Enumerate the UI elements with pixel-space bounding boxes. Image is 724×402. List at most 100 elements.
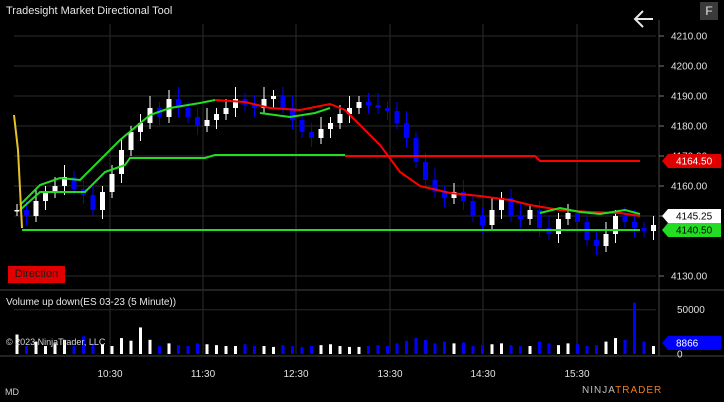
volume-bar [15,334,19,354]
candle-body [518,216,523,219]
candle-body [252,105,257,108]
price-badge-label: 4164.50 [676,157,713,168]
volume-bar [281,345,285,354]
price-badge-label: 4140.50 [676,226,713,237]
green-trend-line-2 [259,107,331,119]
logo-prefix: NINJA [582,385,616,396]
volume-bar [509,345,513,354]
volume-bar [300,346,304,354]
volume-bar [215,345,218,354]
volume-bar [490,344,494,354]
volume-bar [91,343,95,354]
volume-bar [120,338,123,354]
f-button[interactable]: F [700,2,718,20]
volume-bar [642,341,646,354]
candle-body [347,108,352,114]
candle-body [271,96,276,99]
price-tick-label: 4200.00 [671,62,708,73]
candle-body [299,120,305,132]
volume-bar [395,343,399,354]
volume-bar [329,344,332,354]
candle-body [337,114,343,123]
candle-body [489,210,495,225]
md-label: MD [5,387,19,397]
candle-body [404,123,409,138]
candle-body [375,105,381,108]
volume-bar [528,346,532,354]
volume-bar [262,346,266,354]
candle-body [280,96,286,108]
candle-body [52,186,58,192]
time-tick-label: 11:30 [191,369,216,380]
volume-bar [500,343,503,354]
volume-bar [53,343,57,354]
volume-bar [538,341,541,354]
volume-bar [224,346,228,354]
volume-bar [253,346,256,354]
price-badge-label: 4145.25 [676,212,713,223]
volume-bar [186,346,190,354]
volume-bar [519,346,522,354]
candle-body [385,108,390,111]
green-trend-line-3 [539,206,641,216]
volume-bar [158,346,161,354]
price-badge [662,209,721,223]
candle-body [71,177,77,189]
candle-body [109,174,115,192]
price-badge [662,154,721,168]
candle-body [651,225,656,231]
candle-body [461,192,466,201]
volume-bar [414,338,418,354]
logo-suffix: TRADER [615,385,663,396]
candle-body [622,216,628,222]
candle-body [290,108,295,120]
volume-bar [110,346,114,354]
candle-body [603,234,609,246]
price-tick-label: 4130.00 [671,272,708,283]
candle-body [223,108,229,114]
candle-body [442,192,447,198]
red-trend-line [214,99,641,217]
time-tick-label: 15:30 [564,369,589,380]
price-tick-label: 4160.00 [671,182,708,193]
candle-body [43,192,48,201]
candle-body [261,99,267,108]
direction-button[interactable]: Direction [8,266,65,283]
candle-body [508,198,514,216]
price-tick-label: 4190.00 [671,92,708,103]
volume-bar [319,345,323,354]
candle-body [470,201,476,216]
candle-body [204,120,210,126]
volume-bar [310,346,313,354]
volume-bar [576,344,579,354]
volume-bar [101,344,104,354]
back-arrow-icon[interactable] [632,8,656,30]
volume-bar [167,343,171,354]
volume-panel-title: Volume up down(ES 03-23 (5 Minute)) [6,297,177,308]
volume-badge [662,336,721,350]
price-tick-label: 4210.00 [671,32,708,43]
volume-bar [272,346,275,354]
candle-body [62,177,67,186]
green-trend-line [19,99,216,206]
chart-title: Tradesight Market Directional Tool [6,5,173,17]
time-tick-label: 14:30 [470,369,495,380]
candle-body [195,117,200,126]
copyright-text: © 2023 NinjaTrader, LLC [6,337,106,347]
time-tick-label: 12:30 [283,369,308,380]
red-level-line [345,155,640,162]
volume-bar [652,346,655,354]
time-tick-label: 10:30 [97,369,122,380]
volume-bar [614,338,617,354]
volume-bar [34,341,38,354]
candle-body [100,192,105,210]
candle-body [138,123,143,132]
volume-bar [139,327,142,354]
candle-body [328,123,333,129]
candle-body [128,132,134,150]
volume-bar [129,340,133,354]
volume-bar [148,339,152,354]
volume-bar [177,345,180,354]
green-step-line [19,154,345,211]
candle-body [33,201,39,216]
